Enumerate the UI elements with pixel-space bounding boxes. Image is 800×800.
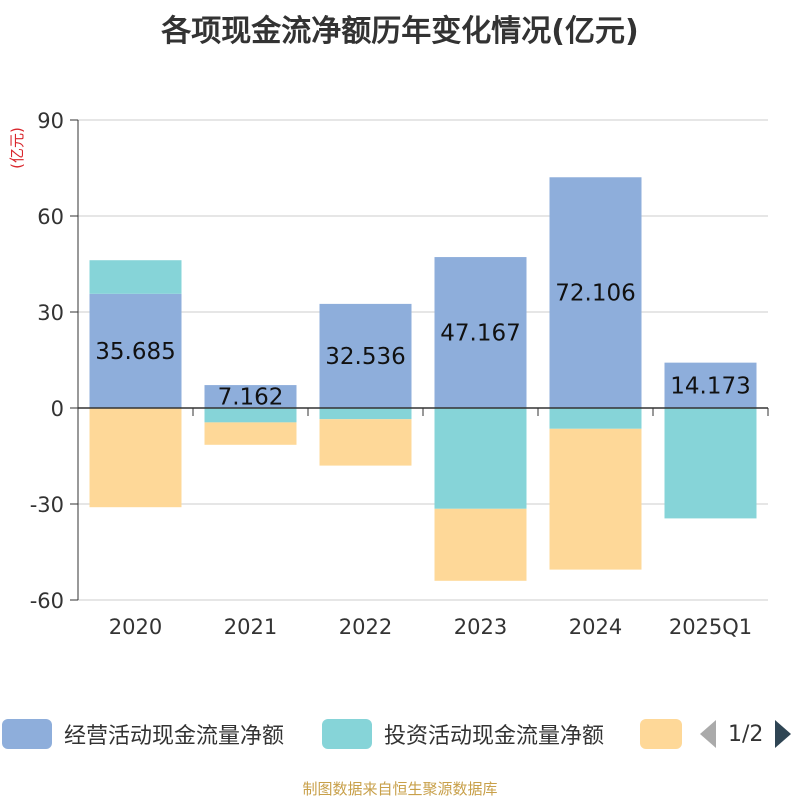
data-source: 制图数据来自恒生聚源数据库 — [302, 780, 498, 798]
data-label: 7.162 — [218, 385, 284, 411]
legend-label-investing: 投资活动现金流量净额 — [384, 724, 605, 749]
x-tick-label: 2020 — [109, 615, 162, 639]
data-labels: 35.685 7.162 32.536 47.167 72.106 14.173 — [95, 281, 750, 411]
legend-swatch-investing — [322, 719, 372, 749]
bar-series0-2024 — [549, 177, 642, 408]
bar-series2-2020 — [89, 408, 182, 508]
y-tick-label: 60 — [37, 205, 64, 229]
bar-series0-2023 — [434, 257, 527, 408]
legend-prev-icon[interactable] — [700, 720, 716, 748]
legend-next-icon[interactable] — [775, 720, 792, 748]
y-tick-label: -60 — [30, 589, 64, 613]
bar-series2-2023 — [434, 508, 527, 581]
x-tick-label: 2025Q1 — [669, 615, 752, 639]
y-tick-label: 30 — [37, 301, 64, 325]
data-label: 47.167 — [440, 321, 520, 347]
x-tick-label: 2023 — [454, 615, 507, 639]
y-tick-label: -30 — [30, 493, 64, 517]
legend-swatch-operating — [2, 719, 52, 749]
legend-item-operating[interactable]: 经营活动现金流量净额 — [2, 716, 284, 752]
x-tick-label: 2022 — [339, 615, 392, 639]
x-tick-label: 2021 — [224, 615, 277, 639]
x-tick-label: 2024 — [569, 615, 622, 639]
data-label: 72.106 — [555, 281, 635, 307]
bar-series1-2025Q1 — [664, 408, 757, 519]
bar-series2-2022 — [319, 419, 412, 466]
y-tick-label: 90 — [37, 109, 64, 133]
bar-series2-2024 — [549, 428, 642, 570]
axes: 90 60 30 0 -30 -60 2020 2021 2022 2023 2024 2025Q1 — [30, 109, 769, 639]
bar-series0-2025Q1 — [664, 362, 757, 408]
legend: 经营活动现金流量净额 投资活动现金流量净额 1/2 — [0, 716, 800, 756]
grid-lines — [78, 119, 768, 601]
legend-page-indicator: 1/2 — [728, 721, 764, 747]
bars — [89, 177, 757, 581]
data-label: 35.685 — [95, 339, 175, 365]
legend-swatch-financing — [640, 719, 682, 749]
bar-series0-2021 — [204, 385, 297, 408]
bar-series0-2020 — [89, 293, 182, 408]
bar-series1-2020 — [89, 260, 182, 294]
chart-title: 各项现金流净额历年变化情况(亿元) — [161, 14, 639, 49]
legend-pager: 1/2 — [700, 716, 792, 752]
bar-series1-2021 — [204, 408, 297, 423]
y-tick-label: 0 — [51, 397, 64, 421]
bar-series2-2021 — [204, 422, 297, 445]
y-axis-label: (亿元) — [8, 127, 26, 169]
bar-series1-2024 — [549, 408, 642, 429]
legend-label-operating: 经营活动现金流量净额 — [64, 724, 285, 749]
bar-series1-2023 — [434, 408, 527, 509]
data-label: 14.173 — [670, 373, 750, 399]
bar-series1-2022 — [319, 408, 412, 420]
bar-series0-2022 — [319, 303, 412, 408]
legend-item-financing[interactable] — [640, 716, 694, 752]
data-label: 32.536 — [325, 344, 405, 370]
legend-item-investing[interactable]: 投资活动现金流量净额 — [322, 716, 604, 752]
